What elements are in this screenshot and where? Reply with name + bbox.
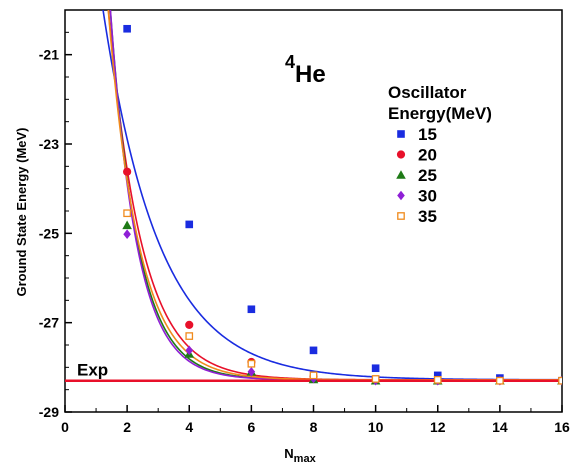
point-15 bbox=[309, 346, 318, 355]
exp-label: Exp bbox=[77, 361, 108, 380]
point-35 bbox=[558, 376, 562, 385]
x-tick-label: 2 bbox=[123, 419, 131, 435]
point-15 bbox=[371, 364, 380, 373]
legend-label-15: 15 bbox=[418, 125, 437, 144]
fit-curve-25 bbox=[109, 10, 562, 381]
legend-marker-15 bbox=[397, 130, 405, 138]
data-points bbox=[122, 24, 562, 386]
chart-title-sup: 4 bbox=[285, 52, 295, 72]
x-tick-labels: 0 2 4 6 8 10 12 14 16 bbox=[61, 419, 570, 435]
fit-curve-35 bbox=[107, 10, 562, 381]
point-30 bbox=[185, 345, 194, 356]
x-axis-title-sub: max bbox=[294, 453, 317, 465]
point-20 bbox=[185, 320, 194, 329]
x-tick-label: 6 bbox=[247, 419, 255, 435]
legend-marker-30 bbox=[397, 190, 405, 201]
axis-ticks bbox=[64, 9, 563, 413]
y-tick-labels: -21 -23 -25 -27 -29 bbox=[39, 47, 59, 420]
x-axis-title-main: N bbox=[284, 446, 293, 461]
point-15 bbox=[123, 24, 131, 33]
point-15 bbox=[185, 220, 194, 229]
legend-label-20: 20 bbox=[418, 146, 437, 165]
x-tick-label: 10 bbox=[368, 419, 384, 435]
x-tick-label: 8 bbox=[310, 419, 318, 435]
fit-curve-30 bbox=[109, 10, 562, 381]
y-tick-label: -29 bbox=[39, 404, 59, 420]
legend-label-35: 35 bbox=[418, 207, 437, 226]
chart-title: 4He bbox=[285, 52, 326, 88]
point-15 bbox=[433, 371, 442, 380]
point-35 bbox=[309, 371, 318, 380]
x-tick-label: 14 bbox=[492, 419, 508, 435]
fit-curve-15 bbox=[102, 10, 562, 381]
point-25 bbox=[122, 220, 132, 230]
point-35 bbox=[496, 376, 504, 385]
legend-marker-20 bbox=[396, 150, 406, 159]
x-tick-label: 4 bbox=[185, 419, 193, 435]
y-tick-label: -25 bbox=[39, 225, 59, 241]
point-20 bbox=[123, 167, 132, 176]
legend-title-line2: Energy(MeV) bbox=[388, 104, 492, 123]
point-35 bbox=[433, 375, 442, 384]
y-axis-title: Ground State Energy (MeV) bbox=[14, 127, 29, 296]
y-tick-label: -23 bbox=[39, 136, 59, 152]
y-tick-label: -21 bbox=[39, 47, 59, 63]
point-30 bbox=[247, 367, 256, 377]
x-tick-label: 16 bbox=[554, 419, 570, 435]
fit-curve-20 bbox=[107, 10, 562, 381]
x-tick-label: 12 bbox=[430, 419, 446, 435]
point-35 bbox=[123, 209, 131, 218]
point-15 bbox=[247, 305, 256, 314]
legend-label-30: 30 bbox=[418, 187, 437, 206]
fit-curves bbox=[102, 10, 562, 381]
x-tick-label: 0 bbox=[61, 419, 69, 435]
point-30 bbox=[123, 229, 131, 240]
point-35 bbox=[247, 359, 256, 368]
chart-title-main: He bbox=[295, 61, 326, 88]
point-35 bbox=[185, 332, 194, 340]
y-tick-label: -27 bbox=[39, 315, 59, 331]
point-35 bbox=[371, 375, 380, 383]
legend-marker-25 bbox=[396, 170, 406, 179]
legend-title-line1: Oscillator bbox=[388, 83, 467, 102]
x-axis-title: Nmax bbox=[284, 446, 316, 465]
legend-marker-35 bbox=[397, 212, 405, 220]
legend-label-25: 25 bbox=[418, 166, 437, 185]
